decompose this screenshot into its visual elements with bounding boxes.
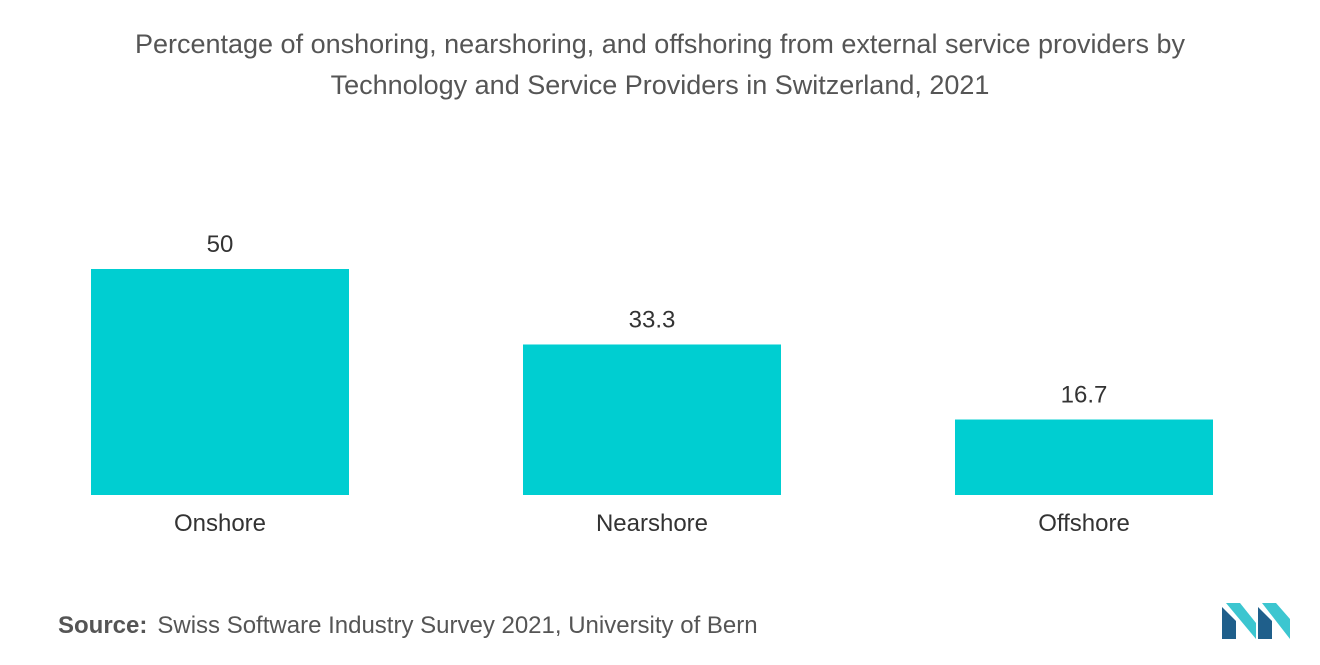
value-label-nearshore: 33.3 — [629, 306, 676, 333]
bar-offshore — [955, 419, 1213, 495]
source-note: Source: Swiss Software Industry Survey 20… — [58, 612, 758, 640]
chart-title: Percentage of onshoring, nearshoring, an… — [0, 24, 1320, 106]
chart-title-line-1: Percentage of onshoring, nearshoring, an… — [134, 29, 1186, 59]
source-label: Source: — [58, 612, 148, 639]
value-label-offshore: 16.7 — [1061, 382, 1108, 409]
bar-onshore — [91, 269, 349, 495]
category-label-onshore: Onshore — [174, 510, 266, 537]
chart-title-line-2: Technology and Service Providers in Swit… — [330, 70, 990, 100]
source-text: Swiss Software Industry Survey 2021, Uni… — [157, 612, 758, 639]
bar-chart: 50 Onshore 33.3 Nearshore 16.7 Offshore — [91, 231, 1213, 537]
bar-nearshore — [523, 344, 781, 495]
value-label-onshore: 50 — [207, 231, 234, 258]
mordor-intelligence-logo-icon — [1222, 603, 1290, 639]
category-label-offshore: Offshore — [1038, 510, 1130, 537]
category-label-nearshore: Nearshore — [596, 510, 708, 537]
